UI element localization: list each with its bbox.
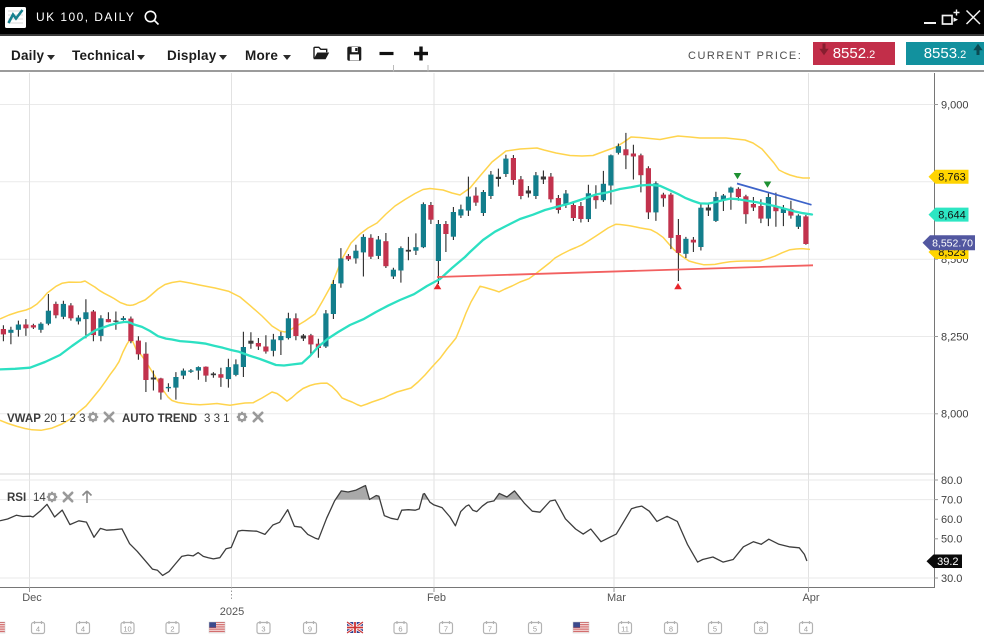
svg-text:10: 10 xyxy=(123,625,131,634)
svg-text:20 1 2 3: 20 1 2 3 xyxy=(44,413,86,425)
svg-text:8,250: 8,250 xyxy=(941,331,969,343)
svg-text:4: 4 xyxy=(81,625,85,634)
svg-text:Dec: Dec xyxy=(22,592,42,604)
svg-text:14: 14 xyxy=(33,492,46,504)
svg-text:8,644: 8,644 xyxy=(938,209,966,221)
svg-text:8,552.70: 8,552.70 xyxy=(932,238,973,250)
svg-text:2025: 2025 xyxy=(220,606,244,618)
svg-text:6: 6 xyxy=(398,625,402,634)
svg-text:11: 11 xyxy=(621,625,629,634)
svg-text:80.0: 80.0 xyxy=(941,475,962,487)
svg-text:7: 7 xyxy=(488,625,492,634)
svg-text:Apr: Apr xyxy=(802,592,819,604)
svg-text:8: 8 xyxy=(759,625,763,634)
svg-text:50.0: 50.0 xyxy=(941,534,962,546)
svg-text:Feb: Feb xyxy=(427,592,446,604)
svg-text:30.0: 30.0 xyxy=(941,573,962,585)
svg-text:RSI: RSI xyxy=(7,492,26,504)
svg-text:70.0: 70.0 xyxy=(941,494,962,506)
svg-text:3 3 1: 3 3 1 xyxy=(204,413,230,425)
svg-text:8: 8 xyxy=(669,625,673,634)
svg-text:2: 2 xyxy=(170,625,174,634)
svg-text:39.2: 39.2 xyxy=(937,556,958,568)
svg-text:4: 4 xyxy=(36,625,40,634)
svg-text:5: 5 xyxy=(533,625,537,634)
svg-text:9,000: 9,000 xyxy=(941,99,969,111)
svg-text:60.0: 60.0 xyxy=(941,514,962,526)
svg-text:Mar: Mar xyxy=(607,592,626,604)
svg-text:7: 7 xyxy=(444,625,448,634)
svg-text:VWAP: VWAP xyxy=(7,413,41,425)
svg-text:3: 3 xyxy=(261,625,265,634)
svg-text:9: 9 xyxy=(308,625,312,634)
svg-text:4: 4 xyxy=(804,625,808,634)
svg-text:5: 5 xyxy=(713,625,717,634)
svg-text:8,523: 8,523 xyxy=(938,247,966,259)
svg-text:8,763: 8,763 xyxy=(938,172,966,184)
svg-text:AUTO TREND: AUTO TREND xyxy=(122,413,197,425)
svg-text:8,000: 8,000 xyxy=(941,409,969,421)
